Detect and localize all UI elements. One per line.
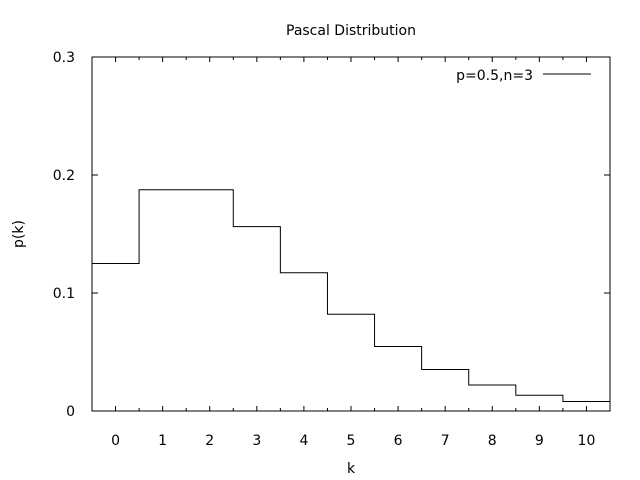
- x-tick-label: 2: [205, 433, 214, 449]
- y-tick-label: 0.1: [53, 286, 75, 302]
- x-tick-label: 10: [578, 433, 596, 449]
- x-tick-label: 9: [535, 433, 544, 449]
- series-line-0: [92, 189, 611, 411]
- x-tick-label: 0: [111, 433, 120, 449]
- x-tick-label: 6: [394, 433, 403, 449]
- x-axis: 0 1 2 3 4 5 6 7 8 9 10: [91, 57, 611, 449]
- x-tick-label: 1: [158, 433, 167, 449]
- legend-label: p=0.5,n=3: [456, 68, 533, 84]
- x-tick-label: 3: [252, 433, 261, 449]
- y-tick-label: 0: [66, 404, 75, 420]
- legend: p=0.5,n=3: [456, 68, 591, 84]
- y-tick-label: 0.3: [53, 50, 75, 66]
- x-tick-label: 7: [441, 433, 450, 449]
- x-tick-label: 4: [299, 433, 308, 449]
- y-axis: 0 0.1 0.2 0.3: [53, 50, 610, 420]
- y-tick-label: 0.2: [53, 168, 75, 184]
- y-axis-label: p(k): [11, 220, 27, 248]
- series-layer: [92, 189, 611, 411]
- x-tick-label: 8: [488, 433, 497, 449]
- chart-title: Pascal Distribution: [286, 23, 416, 39]
- plot-frame: [91, 56, 611, 412]
- x-tick-label: 5: [347, 433, 356, 449]
- x-axis-label: k: [347, 461, 356, 477]
